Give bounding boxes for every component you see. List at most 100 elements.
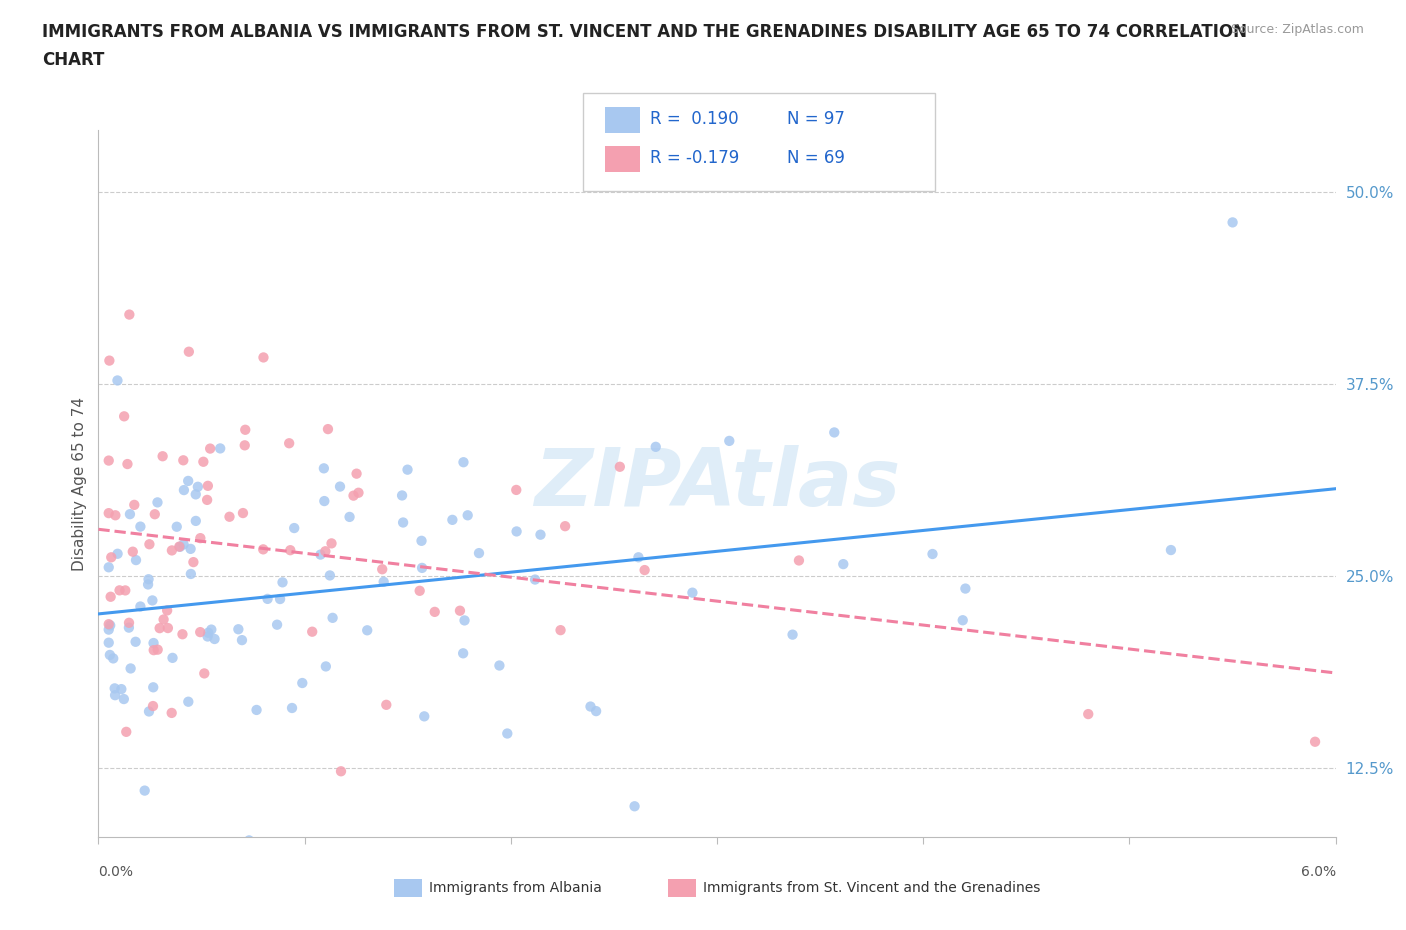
Point xyxy=(129,519,152,534)
Point xyxy=(238,833,260,848)
Point xyxy=(107,373,129,388)
Point xyxy=(411,561,433,576)
Point xyxy=(554,519,576,534)
Point xyxy=(312,461,335,476)
Text: Immigrants from St. Vincent and the Grenadines: Immigrants from St. Vincent and the Gren… xyxy=(703,881,1040,896)
Point xyxy=(108,583,131,598)
Point xyxy=(314,494,336,509)
Point xyxy=(177,473,200,488)
Point xyxy=(103,651,125,666)
Point xyxy=(197,629,219,644)
Point xyxy=(142,698,165,713)
Point xyxy=(138,572,160,587)
Point xyxy=(252,350,274,365)
Point xyxy=(505,524,527,538)
Point xyxy=(184,513,207,528)
Point xyxy=(172,453,194,468)
Point xyxy=(316,421,339,436)
Point xyxy=(142,680,165,695)
Point xyxy=(100,550,122,565)
Point xyxy=(118,507,141,522)
Point xyxy=(146,495,169,510)
Point xyxy=(468,546,491,561)
Point xyxy=(104,681,127,696)
Point xyxy=(423,604,446,619)
Point xyxy=(97,617,120,631)
Point xyxy=(391,488,413,503)
Point xyxy=(129,599,152,614)
Text: ZIPAtlas: ZIPAtlas xyxy=(534,445,900,523)
Point xyxy=(278,543,301,558)
Point xyxy=(97,506,120,521)
Point xyxy=(177,695,200,710)
Point xyxy=(146,643,169,658)
Point xyxy=(121,544,143,559)
Point xyxy=(718,433,741,448)
Point xyxy=(169,539,191,554)
Point xyxy=(269,591,291,606)
Point xyxy=(172,627,194,642)
Point xyxy=(281,700,304,715)
Point xyxy=(408,583,430,598)
Point xyxy=(453,455,475,470)
Point xyxy=(301,624,323,639)
Point xyxy=(233,422,256,437)
Point xyxy=(160,706,183,721)
Point xyxy=(245,702,267,717)
Point xyxy=(97,560,120,575)
Point xyxy=(117,457,139,472)
Point xyxy=(120,661,142,676)
Point xyxy=(118,307,141,322)
Point xyxy=(188,531,211,546)
Point xyxy=(278,436,301,451)
Point xyxy=(952,613,974,628)
Point xyxy=(162,650,184,665)
Point xyxy=(488,658,510,673)
Point xyxy=(138,537,160,551)
Point xyxy=(184,487,207,502)
Point xyxy=(107,546,129,561)
Point xyxy=(134,783,156,798)
Point xyxy=(373,575,395,590)
Point xyxy=(149,620,172,635)
Point xyxy=(166,519,188,534)
Point xyxy=(97,453,120,468)
Point xyxy=(271,575,294,590)
Point xyxy=(98,618,121,632)
Point xyxy=(347,485,370,500)
Point xyxy=(314,544,336,559)
Text: 6.0%: 6.0% xyxy=(1301,865,1336,879)
Point xyxy=(782,627,804,642)
Point xyxy=(173,537,195,551)
Point xyxy=(644,439,666,454)
Point xyxy=(252,542,274,557)
Point xyxy=(112,692,135,707)
Point xyxy=(505,483,527,498)
Point xyxy=(375,698,398,712)
Point xyxy=(1160,542,1182,557)
Point xyxy=(177,344,200,359)
Point xyxy=(346,466,368,481)
Point xyxy=(98,647,121,662)
Point xyxy=(97,622,120,637)
Point xyxy=(524,572,547,587)
Point xyxy=(97,635,120,650)
Point xyxy=(291,675,314,690)
Point xyxy=(124,498,146,512)
Point xyxy=(200,622,222,637)
Point xyxy=(118,616,141,631)
Point xyxy=(823,425,845,440)
Point xyxy=(98,353,121,368)
Point xyxy=(156,603,179,618)
Point xyxy=(100,590,122,604)
Text: R = -0.179: R = -0.179 xyxy=(650,149,738,166)
Point xyxy=(142,635,165,650)
Point xyxy=(114,583,136,598)
Point xyxy=(633,563,655,578)
Point xyxy=(457,508,479,523)
Point xyxy=(204,631,226,646)
Point xyxy=(342,488,364,503)
Point xyxy=(451,645,474,660)
Point xyxy=(152,612,174,627)
Point xyxy=(197,478,219,493)
